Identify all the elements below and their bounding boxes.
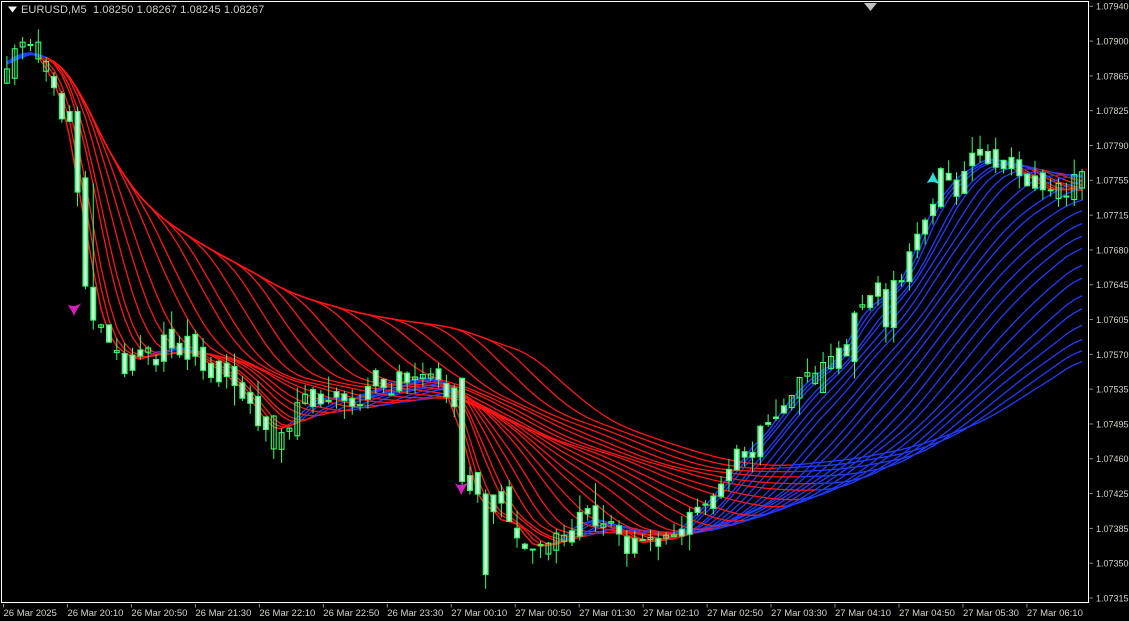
svg-text:1.07680: 1.07680 [1096, 245, 1129, 255]
svg-text:1.07645: 1.07645 [1096, 280, 1129, 290]
svg-text:27 Mar 05:30: 27 Mar 05:30 [963, 608, 1019, 619]
svg-text:26 Mar 23:30: 26 Mar 23:30 [387, 608, 443, 619]
svg-text:26 Mar 20:50: 26 Mar 20:50 [131, 608, 187, 619]
svg-text:1.07755: 1.07755 [1096, 176, 1129, 186]
svg-text:26 Mar 20:10: 26 Mar 20:10 [67, 608, 123, 619]
svg-text:1.07495: 1.07495 [1096, 419, 1129, 429]
svg-text:1.07605: 1.07605 [1096, 315, 1129, 325]
svg-text:27 Mar 03:30: 27 Mar 03:30 [771, 608, 827, 619]
svg-text:1.07940: 1.07940 [1096, 2, 1129, 12]
svg-text:27 Mar 02:50: 27 Mar 02:50 [707, 608, 763, 619]
svg-text:1.07900: 1.07900 [1096, 37, 1129, 47]
svg-text:1.07385: 1.07385 [1096, 524, 1129, 534]
svg-text:1.07315: 1.07315 [1096, 593, 1129, 603]
svg-text:26 Mar 21:30: 26 Mar 21:30 [195, 608, 251, 619]
svg-text:1.07715: 1.07715 [1096, 211, 1129, 221]
svg-text:26 Mar 22:10: 26 Mar 22:10 [259, 608, 315, 619]
svg-text:1.07535: 1.07535 [1096, 385, 1129, 395]
svg-text:1.07825: 1.07825 [1096, 106, 1129, 116]
svg-text:27 Mar 01:30: 27 Mar 01:30 [579, 608, 635, 619]
svg-text:1.07350: 1.07350 [1096, 559, 1129, 569]
svg-text:27 Mar 00:10: 27 Mar 00:10 [451, 608, 507, 619]
svg-text:1.07790: 1.07790 [1096, 141, 1129, 151]
svg-text:1.07460: 1.07460 [1096, 454, 1129, 464]
svg-text:27 Mar 02:10: 27 Mar 02:10 [643, 608, 699, 619]
svg-text:1.07570: 1.07570 [1096, 350, 1129, 360]
svg-text:26 Mar 2025: 26 Mar 2025 [4, 608, 57, 619]
svg-text:27 Mar 00:50: 27 Mar 00:50 [515, 608, 571, 619]
svg-text:27 Mar 06:10: 27 Mar 06:10 [1027, 608, 1083, 619]
svg-text:27 Mar 04:50: 27 Mar 04:50 [899, 608, 955, 619]
svg-text:1.07865: 1.07865 [1096, 71, 1129, 81]
svg-text:27 Mar 04:10: 27 Mar 04:10 [835, 608, 891, 619]
svg-text:1.07425: 1.07425 [1096, 489, 1129, 499]
svg-text:26 Mar 22:50: 26 Mar 22:50 [323, 608, 379, 619]
